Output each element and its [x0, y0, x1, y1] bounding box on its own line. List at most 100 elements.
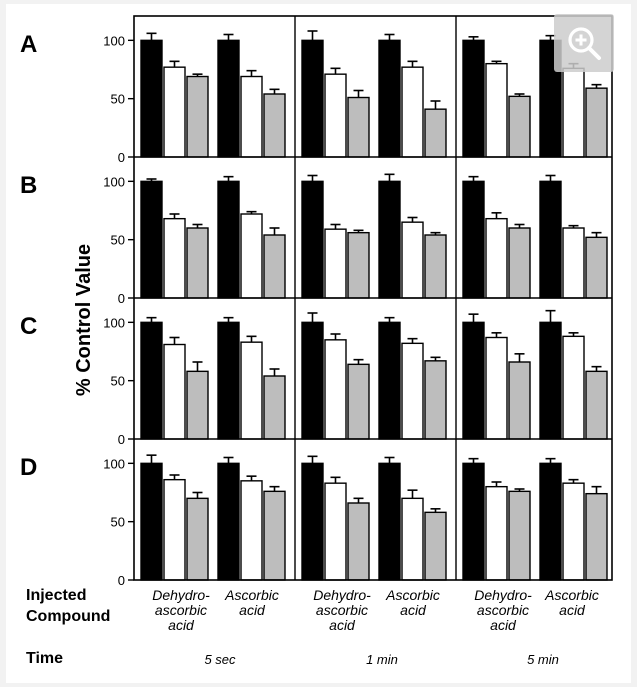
y-tick-label-B-100: 100	[103, 174, 125, 189]
y-tick-label-D-100: 100	[103, 456, 125, 471]
bar-A-2-2	[324, 73, 347, 158]
bar-C-3-1	[462, 321, 485, 440]
bar-D-2-3	[347, 502, 370, 581]
bar-C-2-4	[378, 321, 401, 440]
time-label: Time	[26, 650, 63, 667]
bar-C-3-6	[585, 370, 608, 440]
injected-label: Injected	[26, 587, 86, 604]
compound-label-2-2-1: Ascorbic	[385, 587, 440, 603]
y-tick-label-A-50: 50	[111, 92, 125, 107]
bar-C-1-3	[186, 370, 209, 440]
compound-label: Compound	[26, 608, 110, 625]
y-tick-label-A-0: 0	[118, 150, 125, 165]
compound-label-3-2-1: Ascorbic	[544, 587, 599, 603]
bar-C-1-4	[217, 321, 240, 440]
y-tick-label-D-50: 50	[111, 515, 125, 530]
compound-label-2-1-3: acid	[329, 617, 356, 633]
y-tick-label-C-0: 0	[118, 432, 125, 447]
bar-D-3-4	[539, 462, 562, 581]
bar-B-1-2	[163, 217, 186, 299]
bar-D-3-5	[562, 482, 585, 581]
bar-D-1-6	[263, 490, 286, 581]
bar-C-2-6	[424, 360, 447, 440]
bar-C-2-5	[401, 342, 424, 440]
bar-A-1-2	[163, 66, 186, 158]
bar-B-3-5	[562, 227, 585, 299]
bar-A-2-5	[401, 66, 424, 158]
bar-A-1-4	[217, 39, 240, 158]
bar-C-2-1	[301, 321, 324, 440]
bar-B-3-3	[508, 227, 531, 299]
bar-B-2-6	[424, 234, 447, 299]
compound-label-3-1-1: Dehydro-	[474, 587, 532, 603]
zoom-button[interactable]	[554, 14, 614, 72]
compound-label-2-1-2: ascorbic	[316, 602, 368, 618]
bar-B-2-5	[401, 221, 424, 299]
bar-B-1-5	[240, 213, 263, 299]
bar-C-3-4	[539, 321, 562, 440]
bar-D-2-5	[401, 497, 424, 581]
bar-A-1-3	[186, 75, 209, 158]
compound-label-2-1-1: Dehydro-	[313, 587, 371, 603]
bar-D-3-2	[485, 485, 508, 581]
bar-D-2-4	[378, 462, 401, 581]
bar-C-2-3	[347, 363, 370, 440]
bar-B-2-1	[301, 180, 324, 299]
panel-label-D: D	[20, 454, 37, 481]
bar-D-1-2	[163, 478, 186, 581]
bar-C-1-6	[263, 375, 286, 440]
y-axis-label: % Control Value	[73, 244, 95, 396]
zoom-in-icon	[568, 27, 601, 60]
bar-A-2-3	[347, 96, 370, 158]
bar-A-3-2	[485, 62, 508, 158]
bar-D-2-1	[301, 462, 324, 581]
bar-D-3-1	[462, 462, 485, 581]
compound-label-1-1-2: ascorbic	[155, 602, 207, 618]
compound-label-2-2-2: acid	[400, 602, 427, 618]
bar-B-3-2	[485, 217, 508, 299]
bar-B-2-2	[324, 228, 347, 299]
bar-C-3-2	[485, 336, 508, 440]
bar-B-3-1	[462, 180, 485, 299]
bar-A-3-6	[585, 87, 608, 158]
bar-D-3-6	[585, 492, 608, 581]
bar-A-1-6	[263, 93, 286, 158]
bar-C-3-5	[562, 335, 585, 440]
bar-A-3-1	[462, 39, 485, 158]
bar-B-1-4	[217, 180, 240, 299]
panel-label-C: C	[20, 313, 37, 340]
compound-label-1-2-2: acid	[239, 602, 266, 618]
bar-C-1-1	[140, 321, 163, 440]
y-tick-label-A-100: 100	[103, 33, 125, 48]
bar-B-1-3	[186, 227, 209, 299]
compound-label-1-2-1: Ascorbic	[224, 587, 279, 603]
y-tick-label-C-50: 50	[111, 374, 125, 389]
bar-B-3-6	[585, 236, 608, 299]
time-tick-label-2: 1 min	[366, 652, 398, 667]
bar-D-1-5	[240, 480, 263, 581]
bar-D-1-4	[217, 462, 240, 581]
compound-label-3-1-2: ascorbic	[477, 602, 529, 618]
bar-C-1-2	[163, 343, 186, 440]
bar-C-2-2	[324, 339, 347, 440]
bar-C-1-5	[240, 341, 263, 440]
bar-C-3-3	[508, 361, 531, 440]
compound-label-1-1-3: acid	[168, 617, 195, 633]
bar-D-2-2	[324, 482, 347, 581]
bar-B-1-6	[263, 234, 286, 299]
bar-A-2-4	[378, 39, 401, 158]
bar-B-3-4	[539, 180, 562, 299]
bar-D-2-6	[424, 511, 447, 581]
bar-A-1-5	[240, 75, 263, 158]
bar-A-3-3	[508, 95, 531, 158]
bar-chart-grid: A 0 50 100 B 0 50 100 C 0 50 100 D 0 50 100 % Control Va…	[20, 15, 613, 667]
bar-D-1-1	[140, 462, 163, 581]
bar-B-1-1	[140, 180, 163, 299]
time-tick-label-3: 5 min	[527, 652, 559, 667]
y-tick-label-B-50: 50	[111, 233, 125, 248]
bar-D-3-3	[508, 490, 531, 581]
bar-A-2-6	[424, 108, 447, 158]
bar-D-1-3	[186, 497, 209, 581]
bar-B-2-3	[347, 231, 370, 299]
time-tick-label-1: 5 sec	[204, 652, 236, 667]
